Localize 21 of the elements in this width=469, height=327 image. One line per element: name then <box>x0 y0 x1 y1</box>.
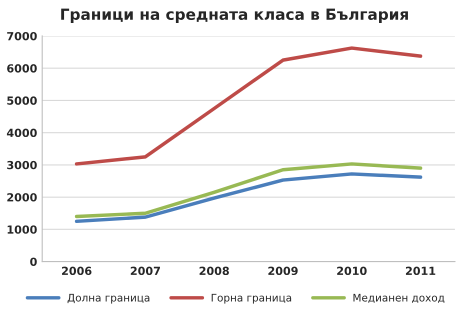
legend-label: Долна граница <box>68 294 150 304</box>
chart-title: Граници на средната класа в България <box>61 8 408 23</box>
line-series <box>74 162 422 218</box>
y-tick-label: 2000 <box>7 193 37 202</box>
y-tick-label: 4000 <box>6 128 37 138</box>
x-tick-label: 2008 <box>200 266 229 276</box>
y-tick-label: 1000 <box>8 225 37 234</box>
y-tick-label: 6000 <box>7 64 37 73</box>
y-tick-label: 0 <box>30 258 37 266</box>
legend-label: Медианен доход <box>353 294 444 303</box>
x-tick-label: 2009 <box>268 266 298 276</box>
legend-label: Горна граница <box>212 294 292 304</box>
x-tick-label: 2007 <box>130 266 160 276</box>
x-tick-label: 2006 <box>62 266 92 276</box>
x-tick-label: 2010 <box>337 266 367 276</box>
y-tick-label: 7000 <box>7 32 37 40</box>
line-series <box>74 172 422 224</box>
x-tick-label: 2011 <box>406 266 436 276</box>
y-tick-label: 5000 <box>7 96 37 105</box>
line-series <box>74 46 422 166</box>
y-tick-label: 3000 <box>7 160 37 170</box>
